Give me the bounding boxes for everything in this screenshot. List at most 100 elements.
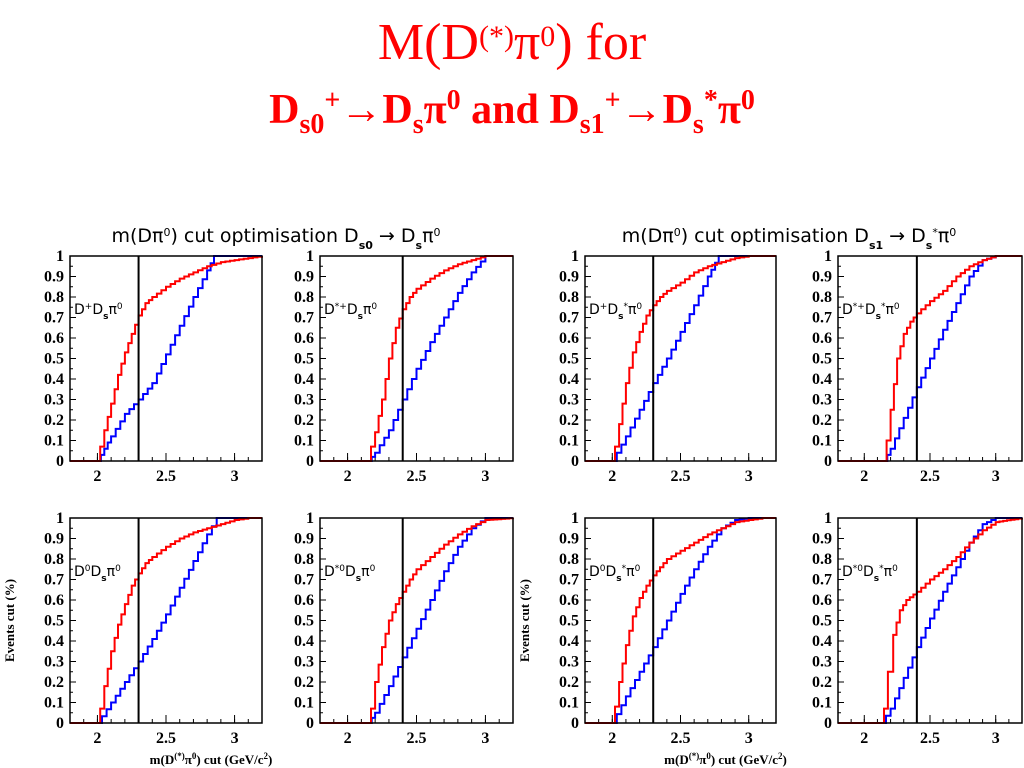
y-axis-label: Events cut (%)	[2, 579, 17, 662]
x-tick-label: 2	[860, 468, 868, 485]
subtitle-arrow-1: →	[340, 87, 383, 133]
y-tick-label: 1	[824, 248, 832, 265]
y-tick-label: 0.4	[812, 371, 832, 388]
red-curve	[585, 255, 776, 462]
y-tick-label: 0.1	[559, 695, 579, 712]
y-tick-label: 0.7	[44, 572, 64, 589]
red-curve	[70, 517, 262, 724]
x-tick-label: 2.5	[671, 468, 691, 485]
panel-label: D0Dsπ0	[74, 564, 121, 584]
x-tick-label: 2.5	[920, 468, 940, 485]
y-tick-label: 0.7	[294, 572, 314, 589]
slide-title: M(D(*)π0) for	[0, 14, 1024, 72]
y-tick-label: 0.3	[559, 392, 579, 409]
y-tick-label: 0.8	[44, 289, 64, 306]
panel-1: 0 0.1 0.2 0.3 0.4 0.5 0.6 0.7 0.8 0.9 1 2 2.5 3 D*+Dsπ…	[294, 248, 514, 485]
x-tick-label: 2.5	[407, 730, 427, 747]
y-tick-label: 0	[571, 453, 579, 470]
subtitle-pi-2: π	[717, 87, 741, 133]
y-tick-label: 0.8	[812, 289, 832, 306]
x-tick-label: 3	[231, 468, 239, 485]
y-tick-label: 0.1	[812, 695, 832, 712]
blue-curve	[320, 255, 513, 462]
y-tick-label: 1	[306, 510, 314, 527]
x-tick-label: 3	[231, 730, 239, 747]
red-curve	[320, 517, 514, 724]
blue-curve	[320, 517, 513, 724]
subtitle-ds-sub: s	[412, 109, 424, 140]
y-tick-label: 0.9	[44, 531, 64, 548]
panel-0: 0 0.1 0.2 0.3 0.4 0.5 0.6 0.7 0.8 0.9 1 2 2.5 3 D+Dsπ0	[44, 248, 263, 485]
y-tick-label: 0.4	[44, 371, 64, 388]
y-tick-label: 0.2	[559, 412, 579, 429]
x-tick-label: 2	[344, 730, 352, 747]
red-curve	[585, 517, 776, 724]
y-tick-label: 0.1	[559, 433, 579, 450]
subtitle-arrow-2: →	[620, 87, 663, 133]
y-tick-label: 0.6	[559, 592, 579, 609]
panel-frame	[319, 517, 514, 724]
y-tick-label: 1	[571, 248, 579, 265]
y-tick-label: 1	[571, 510, 579, 527]
y-tick-label: 0.8	[294, 289, 314, 306]
y-tick-label: 0.8	[559, 551, 579, 568]
subtitle-and: and	[460, 87, 550, 133]
y-tick-label: 0	[824, 453, 832, 470]
y-tick-label: 0.5	[812, 613, 832, 630]
blue-curve	[70, 517, 262, 724]
x-tick-label: 3	[745, 468, 753, 485]
blue-curve	[838, 517, 1022, 724]
y-tick-label: 0.4	[294, 371, 314, 388]
x-tick-label: 3	[992, 730, 1000, 747]
y-tick-label: 0.9	[812, 269, 832, 286]
panel-frame	[837, 517, 1023, 724]
subtitle-ds0-d: D	[269, 87, 300, 133]
panel-3: 0 0.1 0.2 0.3 0.4 0.5 0.6 0.7 0.8 0.9 1 2 2.5 3 D*+Ds*…	[812, 248, 1023, 485]
red-curve	[838, 517, 1023, 724]
y-tick-label: 0.2	[559, 674, 579, 691]
y-tick-label: 0.6	[44, 592, 64, 609]
red-curve	[320, 255, 513, 462]
x-tick-label: 3	[481, 730, 489, 747]
y-tick-label: 0.1	[44, 695, 64, 712]
x-tick-label: 2.5	[671, 730, 691, 747]
y-tick-label: 0.2	[294, 674, 314, 691]
y-tick-label: 0.3	[44, 392, 64, 409]
y-tick-label: 0.6	[294, 592, 314, 609]
y-tick-label: 0.9	[44, 269, 64, 286]
subtitle-dsstar-sub: s	[692, 109, 704, 140]
panel-frame	[584, 517, 777, 724]
panel-label: D+Ds*π0	[589, 302, 642, 322]
y-tick-label: 0.6	[812, 330, 832, 347]
x-tick-label: 2	[93, 468, 101, 485]
subtitle-dsstar-sup: *	[703, 85, 718, 116]
x-tick-label: 2.5	[407, 468, 427, 485]
y-tick-label: 0.2	[44, 674, 64, 691]
panel-frame	[319, 255, 514, 462]
y-tick-label: 0.7	[812, 310, 832, 327]
title-sup-zero: 0	[540, 20, 556, 53]
subtitle-ds-d: D	[382, 87, 413, 133]
y-tick-label: 1	[56, 510, 64, 527]
panel-label: D*0Ds*π0	[842, 564, 898, 584]
x-tick-label: 3	[745, 730, 753, 747]
y-tick-label: 0	[56, 453, 64, 470]
panel-label: D*+Dsπ0	[324, 302, 377, 322]
y-tick-label: 0.5	[812, 351, 832, 368]
y-tick-label: 0.2	[294, 412, 314, 429]
y-tick-label: 0	[306, 453, 314, 470]
y-tick-label: 0.1	[812, 433, 832, 450]
y-tick-label: 0.9	[812, 531, 832, 548]
y-tick-label: 0.3	[559, 654, 579, 671]
x-tick-label: 2	[344, 468, 352, 485]
y-tick-label: 0.9	[559, 269, 579, 286]
y-tick-label: 0.9	[294, 269, 314, 286]
y-tick-label: 0.3	[812, 392, 832, 409]
subtitle-ds1-sup: +	[604, 85, 621, 116]
y-tick-label: 1	[56, 248, 64, 265]
y-tick-label: 0.3	[44, 654, 64, 671]
subtitle-ds1-d: D	[549, 87, 580, 133]
y-tick-label: 1	[824, 510, 832, 527]
x-axis-label: m(D(*)π0) cut (GeV/c2)	[664, 751, 787, 767]
subtitle-ds0-sub: s0	[299, 109, 325, 140]
